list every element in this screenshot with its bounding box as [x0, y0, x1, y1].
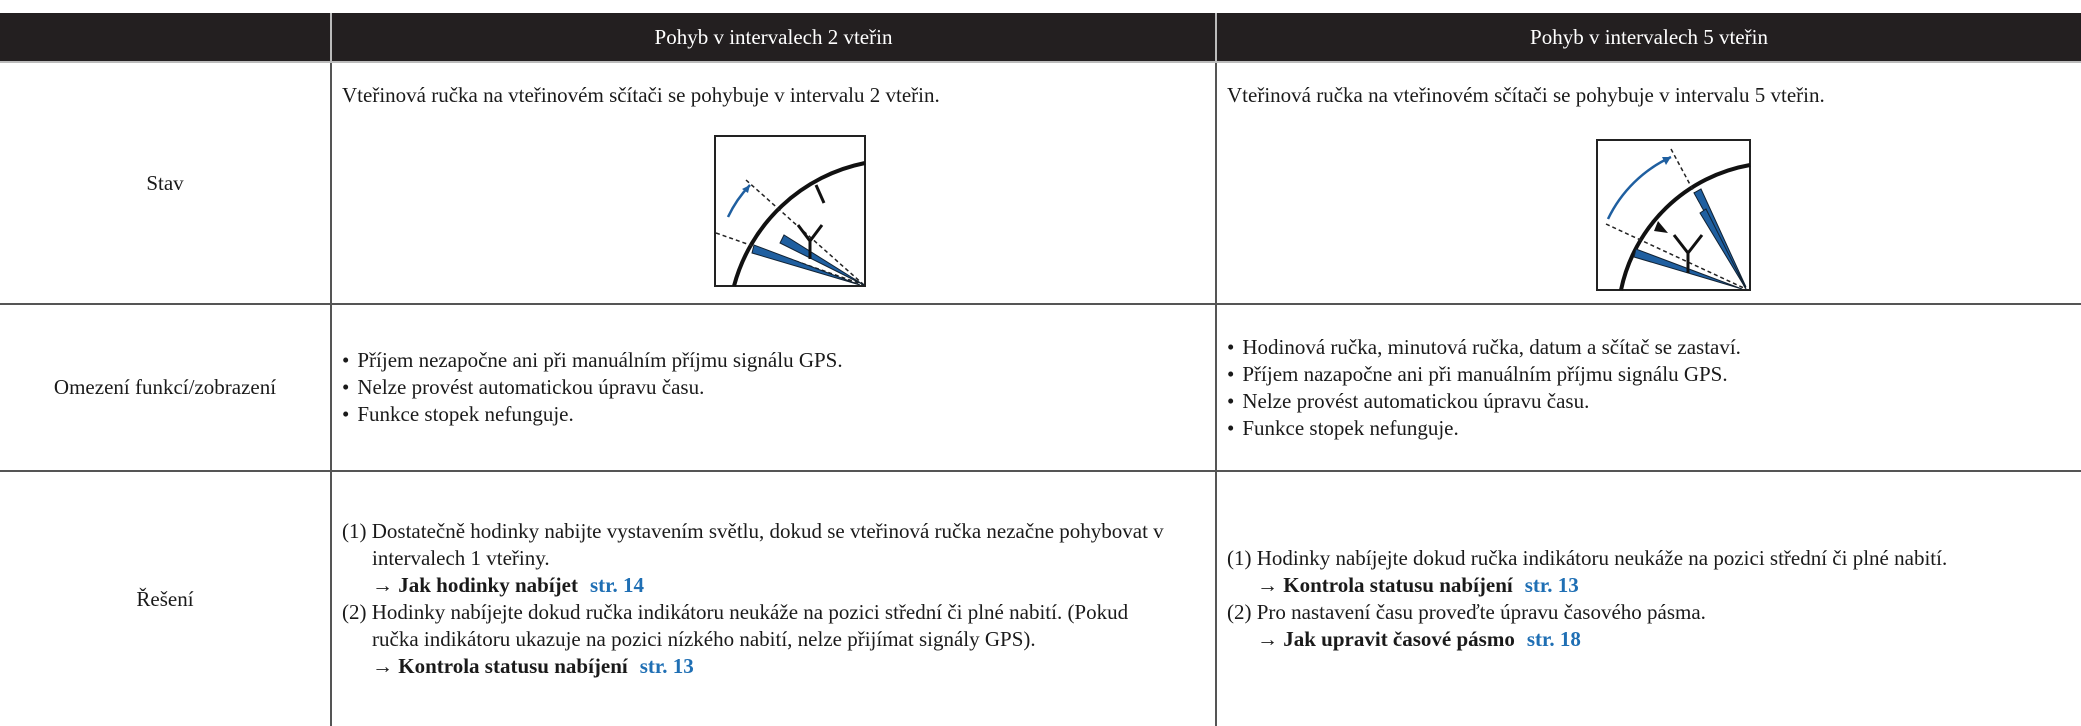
reference-title: → Jak upravit časové pásmo [1257, 627, 1515, 651]
cell: Příjem nezapočne ani při manuálním příjm… [332, 305, 1217, 472]
bullet: Příjem nazapočne ani při manuálním příjm… [1227, 361, 2071, 388]
cell: Vteřinová ručka na vteřinovém sčítači se… [332, 63, 1217, 305]
reference-title: → Jak hodinky nabíjet [372, 573, 578, 597]
step-text: (1) Hodinky nabíjejte dokud ručka indiká… [1227, 546, 1948, 570]
reference-title: → Kontrola statusu nabíjení [372, 654, 628, 678]
step-text: (2) Pro nastavení času proveďte úpravu č… [1227, 600, 1706, 624]
cell: Hodinová ručka, minutová ručka, datum a … [1217, 305, 2081, 472]
row-label: Řešení [0, 472, 332, 726]
cell: Vteřinová ručka na vteřinovém sčítači se… [1217, 63, 2081, 305]
reference-title: → Kontrola statusu nabíjení [1257, 573, 1513, 597]
bullet: Nelze provést automatickou úpravu času. [342, 374, 1205, 401]
bullet: Hodinová ručka, minutová ručka, datum a … [1227, 334, 2071, 361]
page-link[interactable]: str. 18 [1526, 627, 1581, 651]
row-label: Stav [0, 63, 332, 305]
cell-text: Vteřinová ručka na vteřinovém sčítači se… [1227, 83, 1825, 107]
reference: → Kontrola statusu nabíjení str. 13 [1227, 572, 2041, 599]
page-link[interactable]: str. 13 [639, 654, 694, 678]
bullet: Funkce stopek nefunguje. [1227, 415, 2071, 442]
diagram-5s [1596, 139, 1751, 291]
bullet: Funkce stopek nefunguje. [342, 401, 1205, 428]
column-header: Pohyb v intervalech 2 vteřin [332, 13, 1217, 63]
reference: → Kontrola statusu nabíjení str. 13 [342, 653, 1175, 680]
reference: → Jak upravit časové pásmo str. 18 [1227, 626, 2041, 653]
reference: → Jak hodinky nabíjet str. 14 [342, 572, 1175, 599]
step-text: (2) Hodinky nabíjejte dokud ručka indiká… [342, 600, 1129, 651]
row-label: Omezení funkcí/zobrazení [0, 305, 332, 472]
page-link[interactable]: str. 14 [589, 573, 645, 597]
column-header: Pohyb v intervalech 5 vteřin [1217, 13, 2081, 63]
bullet: Příjem nezapočne ani při manuálním příjm… [342, 347, 1205, 374]
bullet: Nelze provést automatickou úpravu času. [1227, 388, 2071, 415]
cell: (1) Hodinky nabíjejte dokud ručka indiká… [1217, 472, 2081, 726]
cell-text: Vteřinová ručka na vteřinovém sčítači se… [342, 83, 940, 107]
header-blank [0, 13, 332, 63]
diagram-2s [714, 135, 866, 287]
cell: (1) Dostatečně hodinky nabijte vystavení… [332, 472, 1217, 726]
page-link[interactable]: str. 13 [1524, 573, 1579, 597]
step-text: (1) Dostatečně hodinky nabijte vystavení… [342, 519, 1164, 570]
